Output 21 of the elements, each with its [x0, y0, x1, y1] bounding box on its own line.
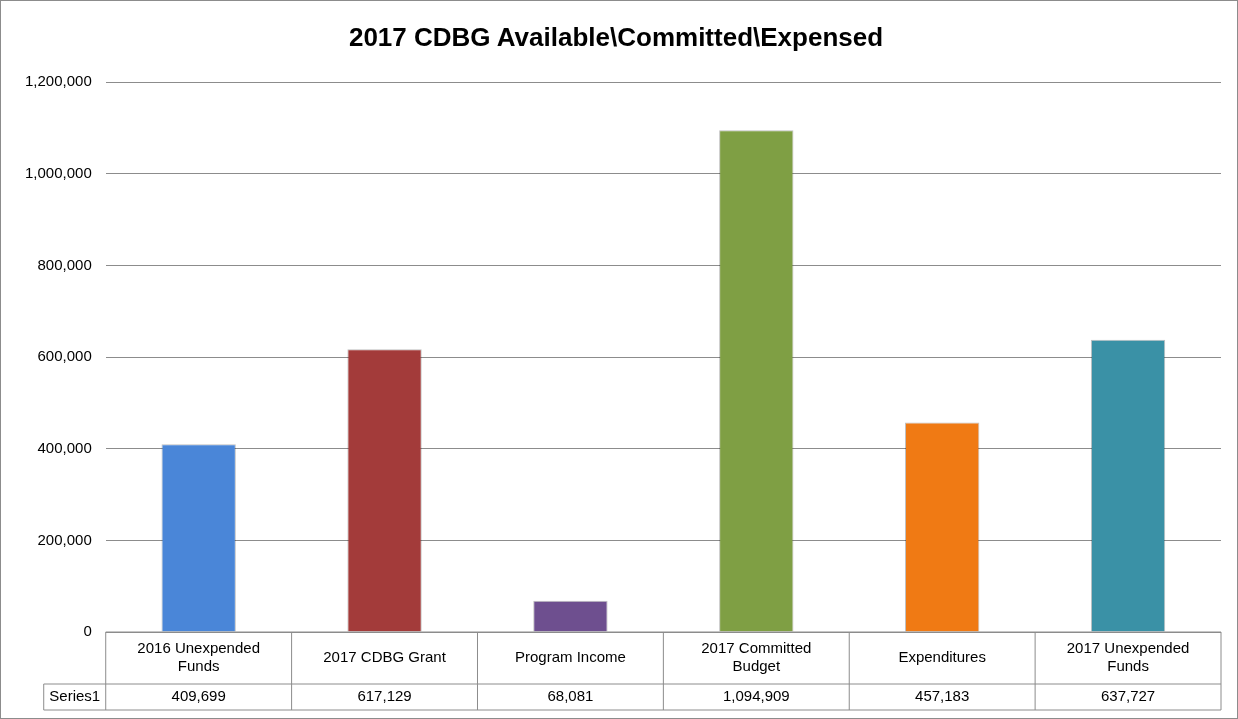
x-tick-label: 2017 Committed Budget — [701, 639, 812, 675]
data-label: 409,699 — [171, 687, 226, 705]
y-tick-label: 800,000 — [37, 255, 92, 273]
text: Series1 — [49, 687, 101, 705]
y-tick-label: 400,000 — [37, 438, 92, 456]
x-tick-label: Expenditures — [898, 648, 986, 666]
x-tick-label: Program Income — [514, 648, 626, 666]
x-tick-label: 2016 Unexpended Funds — [137, 639, 260, 675]
data-label: 637,727 — [1100, 687, 1156, 705]
y-tick-label: 1,200,000 — [25, 72, 92, 90]
data-label: 457,183 — [915, 687, 970, 705]
data-label: 68,081 — [547, 687, 594, 705]
y-tick-label: 200,000 — [37, 530, 92, 548]
y-tick-label: 1,000,000 — [25, 163, 92, 181]
x-tick-label: 2017 Unexpended Funds — [1066, 639, 1190, 675]
data-label: 1,094,909 — [722, 687, 790, 705]
y-tick-label: 600,000 — [37, 347, 92, 365]
data-label: 617,129 — [357, 687, 412, 705]
x-tick-label: 2017 CDBG Grant — [323, 648, 447, 666]
chart-title: 2017 CDBG Available\Committed\Expensed — [348, 21, 884, 52]
y-tick-label: 0 — [83, 622, 92, 640]
